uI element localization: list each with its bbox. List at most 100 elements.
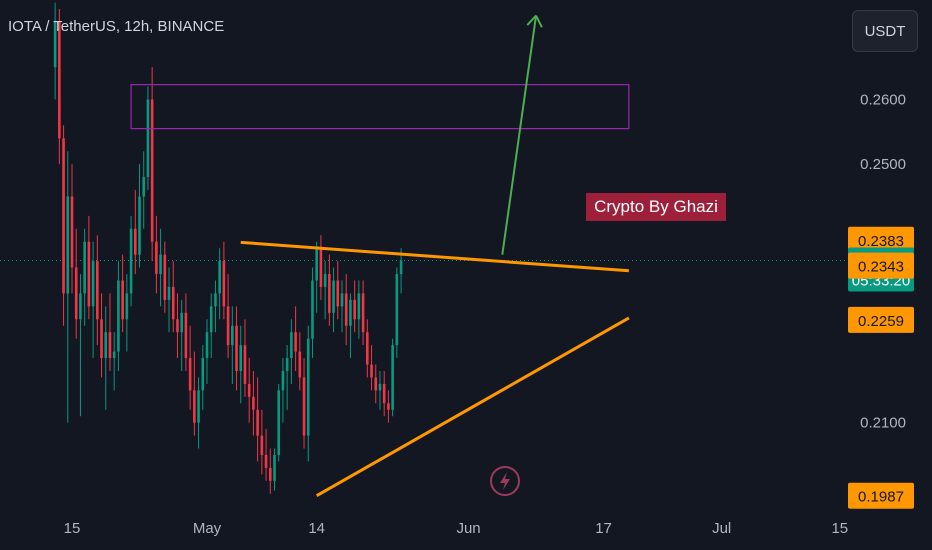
candle-body <box>133 228 137 255</box>
candle-body <box>285 358 289 371</box>
price-tag-label: 0.2259 <box>858 313 904 330</box>
alert-icon-wrapper[interactable] <box>490 466 520 496</box>
price-tag <box>848 482 914 509</box>
price-tag-label: 0.2343 <box>858 259 904 276</box>
candle-body <box>53 21 57 68</box>
candle-body <box>374 377 378 391</box>
candle-body <box>159 254 162 275</box>
candle-body <box>252 396 255 410</box>
candle-body <box>387 403 390 410</box>
candle-body <box>74 267 78 320</box>
candle-body <box>357 293 361 320</box>
author-watermark: Crypto By Ghazi <box>586 193 726 221</box>
candle-body <box>290 332 293 359</box>
candle-body <box>268 467 272 481</box>
candle-body <box>391 345 394 410</box>
candle-body <box>294 332 297 352</box>
candle-body <box>91 261 95 307</box>
candle-body <box>306 338 310 436</box>
candle-body <box>117 280 120 352</box>
candle-body <box>167 286 171 300</box>
candle-body <box>201 358 205 391</box>
candle-body <box>260 435 264 455</box>
candle-body <box>264 454 268 468</box>
candle-body <box>108 332 112 359</box>
candle-body <box>247 383 251 397</box>
candle-body <box>361 293 365 333</box>
chart-title: IOTA / TetherUS, 12h, BINANCE <box>8 18 225 35</box>
candle-body <box>100 319 103 359</box>
price-tag-label: 0.2383 <box>858 233 904 250</box>
candle-body <box>332 280 335 313</box>
candle-body <box>121 280 124 320</box>
time-tick-label: 17 <box>595 520 612 537</box>
candle-body <box>349 299 352 326</box>
breakout-arrow-head <box>535 15 543 28</box>
candle-body <box>323 274 327 287</box>
candle-body <box>155 241 158 275</box>
candle-body <box>336 280 340 307</box>
candle-body <box>146 99 150 178</box>
upper-trendline[interactable] <box>240 240 629 273</box>
candle-body <box>163 254 167 300</box>
candle-body <box>399 260 403 275</box>
candle-body <box>79 293 82 320</box>
candle-body <box>205 332 209 359</box>
candle-body <box>142 177 146 197</box>
candle-body <box>395 274 399 346</box>
time-axis[interactable]: 15 May 14 Jun 17 Jul 15 <box>64 520 849 537</box>
candle-body <box>235 325 238 371</box>
candle-body <box>209 306 213 333</box>
candle-body <box>256 409 259 436</box>
resistance-zone[interactable] <box>130 84 630 130</box>
price-tick-label: 0.2100 <box>860 415 906 432</box>
candle-body <box>197 390 200 423</box>
candle-body <box>188 358 192 391</box>
candle-body <box>112 351 116 359</box>
candle-body <box>298 351 302 378</box>
price-tag <box>848 226 914 253</box>
candle-body <box>340 293 344 307</box>
lower-trendline[interactable] <box>315 316 630 498</box>
price-tag <box>848 306 914 333</box>
lightning-bolt-icon <box>500 472 510 490</box>
candle-body <box>83 241 86 294</box>
candle-body <box>62 138 65 294</box>
currency-button[interactable]: USDT <box>852 10 918 52</box>
time-tick-label: 15 <box>831 520 848 537</box>
candle-body <box>104 332 108 359</box>
breakout-arrow-head <box>526 14 537 26</box>
candle-body <box>353 299 356 320</box>
candle-body <box>302 377 306 436</box>
price-tick-label: 0.2500 <box>860 156 906 173</box>
candle-body <box>176 319 179 333</box>
candle-body <box>239 345 243 371</box>
candle-body <box>129 228 133 294</box>
time-tick-label: Jun <box>456 520 480 537</box>
candle-body <box>370 364 373 378</box>
time-tick-label: 14 <box>308 520 325 537</box>
candle-body <box>193 390 196 423</box>
candle-body <box>180 312 183 333</box>
price-tick-label: 0.2600 <box>860 92 906 109</box>
price-tag-label: 0.1987 <box>858 489 904 506</box>
time-tick-label: 15 <box>64 520 81 537</box>
candle-body <box>311 280 314 339</box>
breakout-arrow-shaft <box>501 15 538 255</box>
candle-body <box>58 21 61 139</box>
candle-body <box>366 332 369 365</box>
candle-body <box>218 261 221 294</box>
candle-body <box>184 312 188 359</box>
breakout-arrow[interactable] <box>501 14 543 255</box>
candle-body <box>273 454 276 481</box>
candle-body <box>96 261 99 320</box>
candle-body <box>214 293 217 307</box>
candle-body <box>277 390 281 455</box>
candle-body <box>138 196 141 255</box>
candle-body <box>150 99 154 242</box>
candle-body <box>70 196 74 268</box>
candle-body <box>222 261 226 307</box>
candle-body <box>243 345 247 384</box>
candle-body <box>319 248 323 287</box>
